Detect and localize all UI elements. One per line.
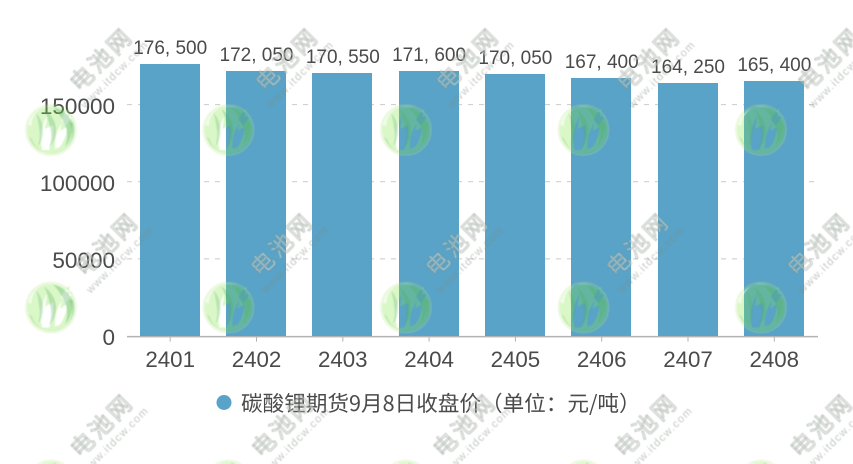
svg-text:www.itdcw.com: www.itdcw.com <box>795 224 853 297</box>
svg-text:www.itdcw.com: www.itdcw.com <box>260 405 333 464</box>
svg-text:www.itdcw.com: www.itdcw.com <box>441 405 514 464</box>
svg-text:www.itdcw.com: www.itdcw.com <box>623 405 696 464</box>
svg-text:www.itdcw.com: www.itdcw.com <box>79 405 152 464</box>
